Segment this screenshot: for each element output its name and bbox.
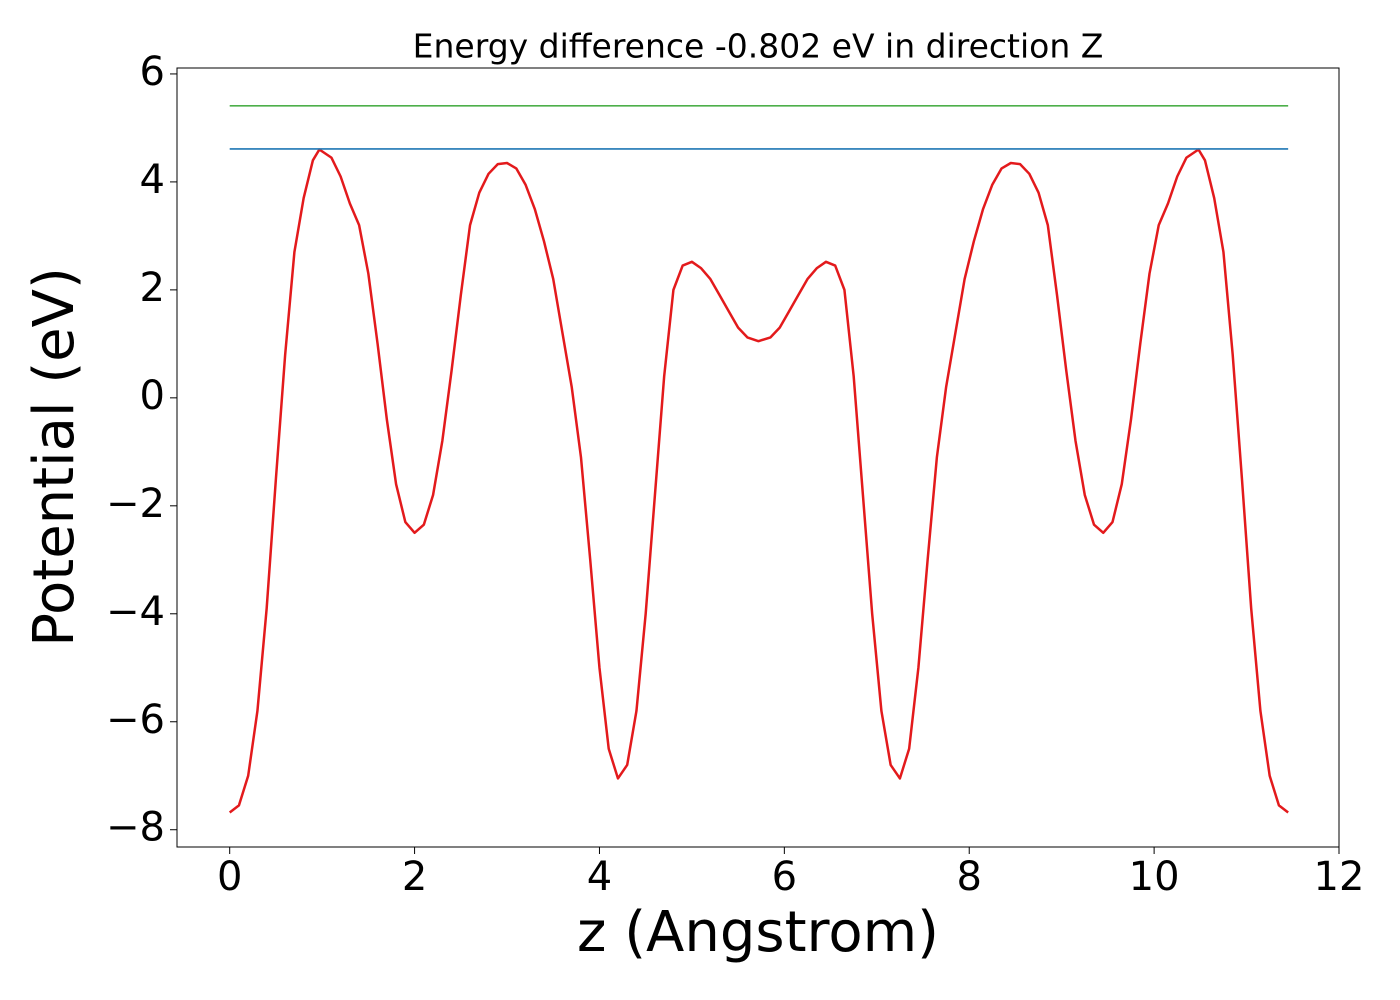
x-tick-label: 6	[772, 854, 797, 900]
y-tick-label: −2	[106, 481, 165, 527]
line	[228, 148, 1289, 814]
y-tick-label: 4	[140, 157, 165, 203]
y-axis-label: Potential (eV)	[22, 267, 87, 647]
y-tick-label: 2	[140, 265, 165, 311]
chart-title: Energy difference -0.802 eV in direction…	[413, 27, 1104, 66]
plot-frame	[176, 67, 1340, 848]
x-tick-label: 4	[587, 854, 612, 900]
x-tick-label: 12	[1314, 854, 1365, 900]
x-tick-label: 8	[957, 854, 982, 900]
y-tick-label: 0	[140, 373, 165, 419]
y-tick-label: −6	[106, 697, 165, 743]
y-tick-label: −4	[106, 589, 165, 635]
x-tick-label: 2	[402, 854, 427, 900]
y-tick-label: 6	[140, 49, 165, 95]
x-tick-label: 0	[217, 854, 242, 900]
x-axis-label: z (Angstrom)	[577, 900, 939, 965]
y-tick-label: −8	[106, 805, 165, 851]
x-tick-label: 10	[1129, 854, 1180, 900]
